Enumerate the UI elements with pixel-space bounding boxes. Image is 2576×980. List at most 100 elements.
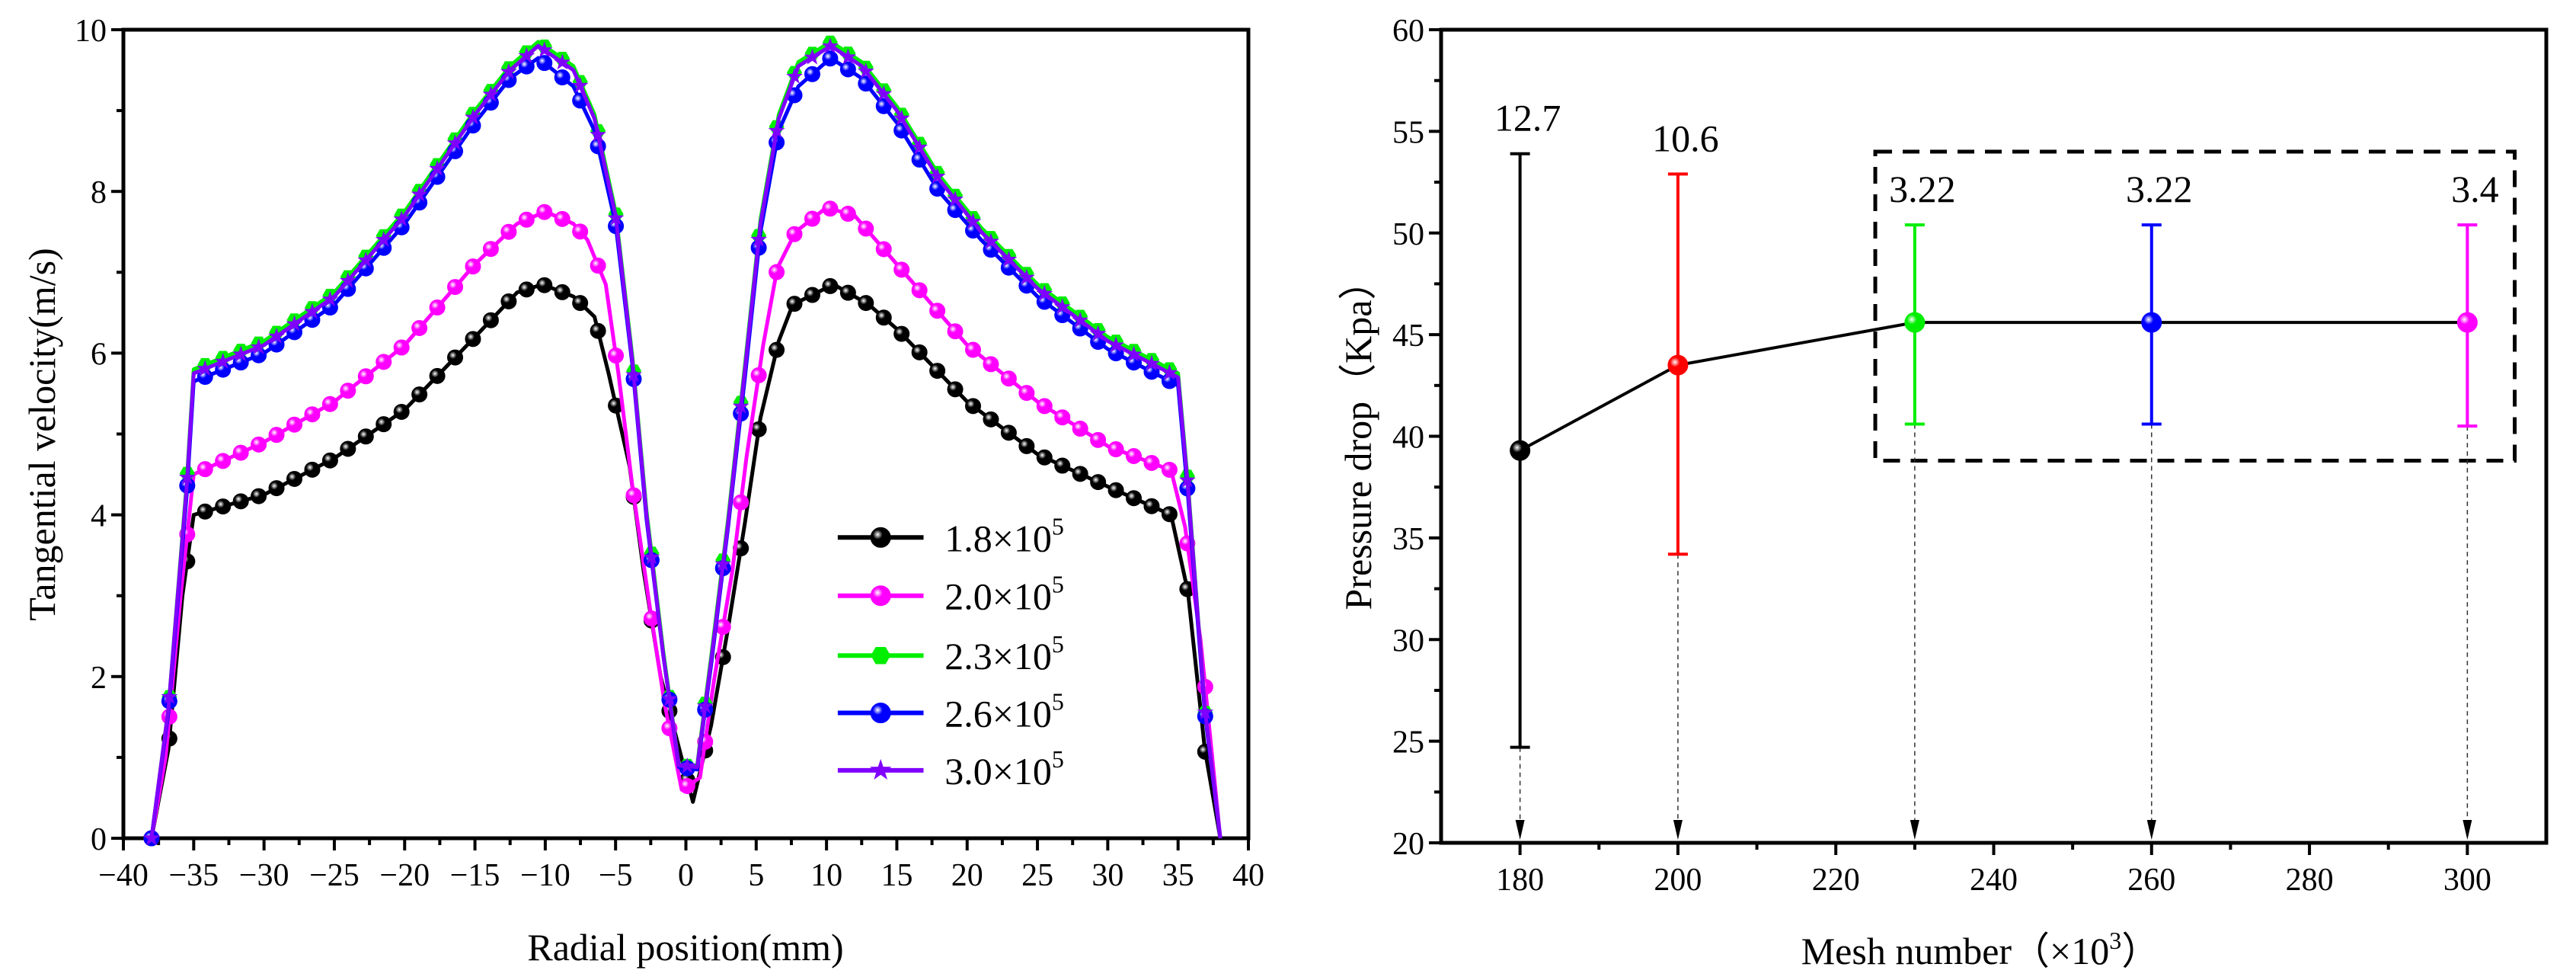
star-marker (286, 315, 303, 331)
star-marker (161, 688, 178, 704)
right-x-axis-title: Mesh number（×103） (1801, 927, 2160, 972)
sphere-marker (1072, 466, 1088, 482)
sphere-marker (482, 312, 499, 328)
star-marker (1178, 471, 1196, 488)
sphere-marker (1090, 431, 1107, 448)
sphere-marker (1143, 498, 1160, 514)
x-tick-label: 25 (1021, 858, 1053, 893)
star-marker (750, 231, 768, 247)
x-tick-label: 300 (2443, 863, 2491, 898)
y-tick-label: 20 (1392, 827, 1424, 862)
star-marker (465, 108, 481, 125)
x-tick-label: −25 (309, 858, 360, 893)
sphere-marker (215, 453, 232, 469)
left-y-axis-title: Tangential velocity(m/s) (21, 248, 63, 620)
sphere-marker (411, 386, 428, 403)
star-marker (197, 360, 214, 376)
x-tick-label: 35 (1162, 858, 1194, 893)
data-point-group: 10.6 (1652, 117, 1719, 556)
star-marker (554, 53, 571, 70)
sphere-marker (554, 283, 570, 300)
sphere-marker (215, 498, 232, 515)
x-tick-label: 260 (2127, 863, 2175, 898)
sphere-marker (947, 323, 964, 340)
star-marker (1018, 268, 1035, 285)
legend-item: 2.6×105 (837, 688, 1064, 735)
x-tick-label: −10 (520, 858, 570, 893)
star-marker (696, 697, 714, 714)
star-marker (304, 303, 321, 319)
y-tick-label: 40 (1392, 421, 1424, 456)
x-tick-label: 40 (1232, 858, 1264, 893)
star-marker (232, 345, 250, 362)
data-label: 12.7 (1494, 97, 1561, 139)
legend-item: 3.0×105 (837, 745, 1064, 793)
data-label: 3.4 (2451, 168, 2499, 210)
sphere-marker (1036, 398, 1053, 415)
x-tick-label: −20 (379, 858, 430, 893)
sphere-marker (858, 295, 874, 312)
sphere-marker (733, 494, 749, 511)
star-marker (625, 366, 642, 383)
y-tick-label: 2 (91, 661, 107, 696)
sphere-marker (822, 200, 839, 217)
sphere-marker (554, 210, 570, 227)
star-marker (679, 757, 696, 773)
sphere-marker (804, 66, 820, 82)
sphere-marker (518, 211, 535, 228)
sphere-marker (482, 241, 499, 258)
sphere-marker (1054, 457, 1071, 474)
sphere-marker (1018, 385, 1035, 402)
x-tick-label: 180 (1496, 863, 1544, 898)
y-tick-label: 6 (91, 337, 107, 372)
x-tick-label: −15 (450, 858, 500, 893)
sphere-marker (839, 61, 856, 78)
star-marker (571, 76, 589, 93)
sphere-marker (286, 470, 303, 487)
sphere-marker (304, 406, 321, 423)
star-marker (857, 62, 874, 79)
sphere-marker (268, 480, 285, 497)
sphere-marker (447, 349, 464, 366)
star-marker (1143, 354, 1160, 371)
x-tick-label: 30 (1091, 858, 1123, 893)
legend-label: 2.0×105 (944, 571, 1064, 618)
sphere-marker (590, 258, 606, 274)
sphere-marker (232, 493, 249, 510)
sphere-marker (911, 282, 928, 299)
highlight-box (1873, 149, 2517, 463)
sphere-marker (357, 428, 374, 445)
sphere-marker (2456, 312, 2478, 333)
sphere-marker (858, 220, 874, 237)
star-marker (1161, 363, 1178, 380)
sphere-marker (500, 223, 517, 240)
star-marker (143, 829, 160, 846)
sphere-marker (1161, 506, 1178, 523)
sphere-marker (465, 258, 481, 275)
star-marker (1197, 703, 1214, 720)
left-x-axis-title: Radial position(mm) (527, 926, 843, 969)
sphere-marker (411, 320, 428, 337)
series-2 (143, 35, 1222, 845)
star-marker (643, 548, 660, 565)
star-marker (822, 37, 839, 53)
sphere-marker (1126, 448, 1143, 465)
legend-item: 2.0×105 (837, 571, 1064, 618)
sphere-marker (965, 398, 982, 415)
x-tick-label: 280 (2286, 863, 2334, 898)
y-tick-label: 10 (75, 14, 107, 49)
sphere-marker (875, 309, 892, 326)
x-tick-label: 240 (1970, 863, 2018, 898)
x-tick-label: −35 (168, 858, 219, 893)
star-marker (893, 109, 910, 126)
sphere-marker (1904, 312, 1926, 333)
y-tick-label: 45 (1392, 319, 1424, 354)
sphere-marker (321, 452, 338, 469)
legend-label: 2.6×105 (944, 688, 1064, 735)
legend-label: 2.3×105 (944, 630, 1064, 677)
star-marker (947, 191, 964, 207)
sphere-marker (429, 299, 446, 316)
star-marker (339, 272, 356, 288)
star-marker (268, 328, 285, 344)
star-marker (1089, 325, 1107, 341)
